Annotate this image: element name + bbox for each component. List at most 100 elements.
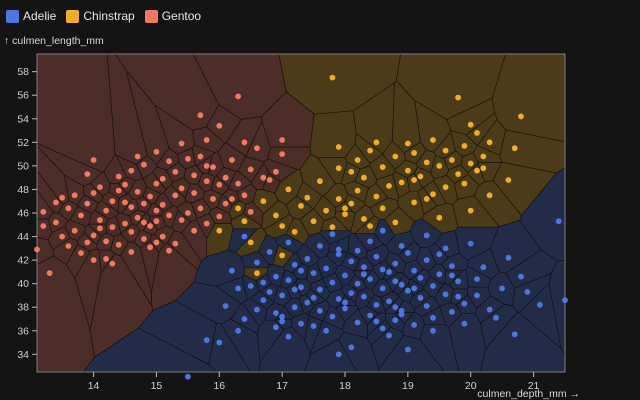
data-point-adelie — [361, 264, 367, 271]
data-point-chinstrap — [423, 196, 430, 202]
data-point-gentoo — [216, 213, 223, 220]
data-point-gentoo — [122, 199, 128, 206]
legend-item-adelie[interactable]: Adelie — [6, 9, 56, 23]
data-point-adelie — [247, 283, 254, 289]
data-point-chinstrap — [417, 173, 424, 180]
data-point-gentoo — [65, 243, 72, 249]
data-point-adelie — [203, 337, 210, 344]
legend-item-gentoo[interactable]: Gentoo — [144, 9, 201, 23]
data-point-chinstrap — [423, 159, 430, 166]
legend-swatch-gentoo — [144, 9, 158, 23]
data-point-gentoo — [109, 198, 116, 205]
data-point-gentoo — [59, 194, 65, 201]
data-point-gentoo — [141, 200, 147, 207]
data-point-adelie — [455, 293, 461, 300]
data-point-adelie — [442, 291, 449, 298]
data-point-adelie — [354, 319, 361, 326]
data-point-gentoo — [53, 199, 59, 206]
data-point-gentoo — [216, 122, 223, 129]
data-point-gentoo — [115, 173, 122, 180]
data-point-chinstrap — [279, 223, 285, 229]
data-point-adelie — [254, 259, 260, 266]
data-point-gentoo — [122, 220, 128, 227]
data-point-gentoo — [128, 249, 135, 255]
data-point-chinstrap — [486, 139, 493, 146]
data-point-adelie — [323, 327, 329, 334]
data-point-gentoo — [172, 192, 179, 199]
voronoi-cell — [310, 320, 344, 355]
x-tick-label: 17 — [276, 380, 288, 392]
data-point-adelie — [348, 290, 355, 296]
data-point-gentoo — [203, 163, 210, 169]
data-point-gentoo — [203, 220, 210, 227]
data-point-adelie — [273, 310, 279, 316]
data-point-gentoo — [97, 184, 103, 191]
data-point-chinstrap — [354, 187, 361, 194]
data-point-adelie — [342, 272, 348, 279]
data-point-gentoo — [273, 168, 279, 175]
data-point-gentoo — [153, 180, 160, 187]
data-point-gentoo — [197, 112, 204, 119]
data-point-adelie — [474, 292, 480, 299]
data-point-adelie — [235, 327, 242, 334]
data-point-chinstrap — [411, 177, 417, 183]
data-point-adelie — [430, 283, 436, 289]
y-tick-label: 36 — [17, 325, 29, 337]
x-tick-label: 21 — [528, 380, 540, 392]
x-tick-label: 20 — [465, 380, 477, 392]
data-point-gentoo — [178, 140, 185, 147]
data-point-gentoo — [141, 161, 147, 168]
data-point-chinstrap — [480, 153, 487, 160]
data-point-chinstrap — [279, 252, 285, 259]
data-point-adelie — [524, 289, 531, 295]
data-point-adelie — [555, 218, 562, 225]
data-point-chinstrap — [235, 205, 242, 212]
data-point-adelie — [386, 332, 392, 339]
data-point-chinstrap — [411, 199, 417, 206]
legend-item-chinstrap[interactable]: Chinstrap — [66, 9, 135, 23]
data-point-gentoo — [229, 196, 235, 202]
data-point-adelie — [335, 246, 342, 253]
data-point-adelie — [298, 320, 304, 327]
data-point-adelie — [266, 289, 273, 295]
data-point-adelie — [417, 294, 424, 301]
data-point-adelie — [291, 286, 298, 293]
voronoi-cell — [263, 213, 295, 239]
data-point-chinstrap — [348, 168, 355, 175]
data-point-gentoo — [153, 148, 160, 155]
data-point-adelie — [392, 260, 399, 267]
y-axis: 34 36 38 40 42 44 46 48 50 52 54 56 58 — [17, 66, 37, 361]
data-point-gentoo — [241, 192, 248, 199]
data-point-chinstrap — [511, 145, 518, 152]
voronoi-cell — [353, 215, 381, 234]
data-points — [34, 74, 568, 380]
data-point-adelie — [279, 318, 285, 325]
data-point-gentoo — [235, 180, 242, 187]
data-point-gentoo — [203, 137, 210, 143]
data-point-gentoo — [147, 223, 154, 229]
voronoi-cell — [309, 110, 357, 158]
data-point-chinstrap — [379, 164, 386, 171]
data-point-chinstrap — [329, 224, 336, 231]
data-point-adelie — [373, 318, 380, 325]
data-point-adelie — [304, 256, 311, 262]
data-point-chinstrap — [405, 167, 411, 174]
data-point-adelie — [335, 351, 342, 358]
data-point-adelie — [405, 287, 411, 294]
data-point-gentoo — [247, 166, 254, 173]
data-point-gentoo — [153, 239, 160, 246]
voronoi-cell — [257, 319, 285, 363]
data-point-adelie — [436, 271, 443, 278]
data-point-chinstrap — [442, 147, 449, 154]
data-point-adelie — [317, 307, 323, 314]
y-tick-label: 46 — [17, 208, 29, 220]
data-point-gentoo — [210, 196, 216, 202]
data-point-gentoo — [134, 214, 141, 221]
data-point-adelie — [417, 274, 424, 281]
data-point-chinstrap — [342, 211, 348, 218]
data-point-adelie — [273, 324, 279, 331]
data-point-gentoo — [166, 212, 172, 219]
data-point-adelie — [266, 249, 273, 255]
data-point-chinstrap — [335, 165, 342, 172]
data-point-adelie — [499, 285, 505, 292]
